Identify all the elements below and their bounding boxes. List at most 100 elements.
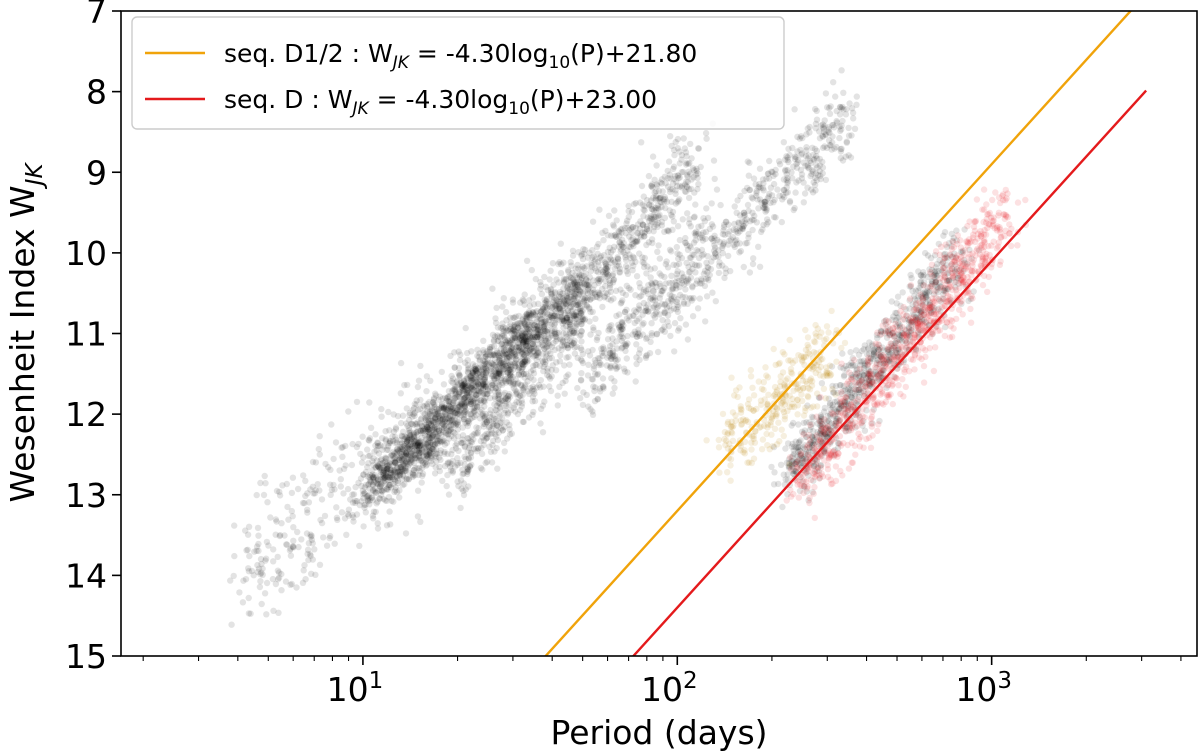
data-point [858, 358, 865, 365]
data-point [461, 400, 469, 407]
data-point [444, 404, 451, 411]
data-point [534, 336, 541, 344]
data-point [721, 435, 728, 443]
data-point [845, 132, 853, 139]
data-point [419, 472, 426, 480]
data-point [532, 333, 539, 340]
data-point [549, 303, 556, 311]
data-point [569, 252, 577, 259]
data-point [483, 382, 490, 389]
data-point [468, 379, 475, 386]
data-point [490, 343, 498, 350]
data-point [482, 383, 489, 391]
data-point [996, 261, 1004, 269]
data-point [653, 162, 660, 169]
data-point [483, 360, 490, 368]
data-point [447, 408, 454, 415]
data-point [375, 450, 383, 457]
data-point [469, 367, 477, 374]
data-point [478, 382, 485, 389]
data-point [787, 486, 794, 494]
data-point [506, 339, 513, 347]
data-point [403, 460, 410, 468]
data-point [461, 403, 469, 410]
data-point [405, 436, 412, 443]
data-point [617, 286, 624, 293]
data-point [380, 486, 388, 494]
data-point [426, 437, 433, 445]
data-point [740, 222, 747, 229]
data-point [387, 466, 394, 473]
data-point [556, 306, 563, 314]
data-point [413, 429, 420, 436]
data-point [439, 395, 446, 402]
data-point [375, 476, 382, 483]
data-point [396, 456, 403, 464]
data-point [584, 286, 591, 294]
data-point [985, 221, 993, 228]
data-point [397, 443, 404, 451]
data-point [422, 452, 430, 459]
data-point [548, 293, 555, 300]
data-point [419, 464, 426, 472]
data-point [851, 379, 859, 387]
data-point [374, 498, 381, 505]
data-point [505, 362, 512, 369]
data-point [601, 266, 608, 273]
data-point [569, 281, 576, 288]
data-point [463, 391, 471, 399]
data-point [740, 449, 747, 456]
data-point [391, 458, 398, 465]
data-point [482, 350, 489, 357]
data-point [399, 461, 407, 468]
data-point [760, 379, 767, 386]
data-point [388, 452, 395, 459]
data-point [468, 385, 475, 392]
data-point [509, 336, 516, 344]
data-point [568, 288, 576, 295]
data-point [811, 483, 818, 491]
data-point [431, 452, 439, 459]
data-point [368, 494, 375, 501]
data-point [528, 334, 535, 341]
data-point [913, 306, 920, 313]
data-point [779, 196, 786, 203]
data-point [457, 504, 464, 512]
data-point [433, 433, 440, 440]
scatter-points [227, 67, 1030, 628]
data-point [527, 312, 535, 319]
data-point [424, 408, 431, 415]
data-point [547, 285, 555, 293]
data-point [418, 427, 425, 434]
data-point [855, 436, 863, 443]
data-point [492, 319, 500, 327]
data-point [406, 445, 413, 453]
data-point [370, 475, 377, 482]
data-point [361, 490, 368, 497]
data-point [406, 469, 413, 476]
data-point [449, 413, 457, 420]
data-point [570, 289, 577, 296]
data-point [784, 440, 792, 447]
data-point [495, 391, 503, 398]
data-point [495, 379, 502, 386]
data-point [425, 428, 432, 436]
data-point [744, 158, 751, 165]
data-point [830, 79, 837, 86]
data-point [436, 418, 443, 425]
data-point [761, 198, 768, 206]
data-point [909, 337, 916, 345]
data-point [574, 384, 581, 392]
data-point [440, 404, 447, 412]
data-point [370, 508, 378, 515]
data-point [508, 346, 515, 353]
data-point [464, 375, 472, 383]
data-point [542, 321, 549, 328]
data-point [400, 472, 407, 480]
data-point [578, 370, 585, 377]
data-point [525, 297, 533, 304]
data-point [475, 353, 482, 361]
data-point [779, 503, 786, 511]
data-point [578, 338, 585, 345]
data-point [629, 223, 636, 231]
